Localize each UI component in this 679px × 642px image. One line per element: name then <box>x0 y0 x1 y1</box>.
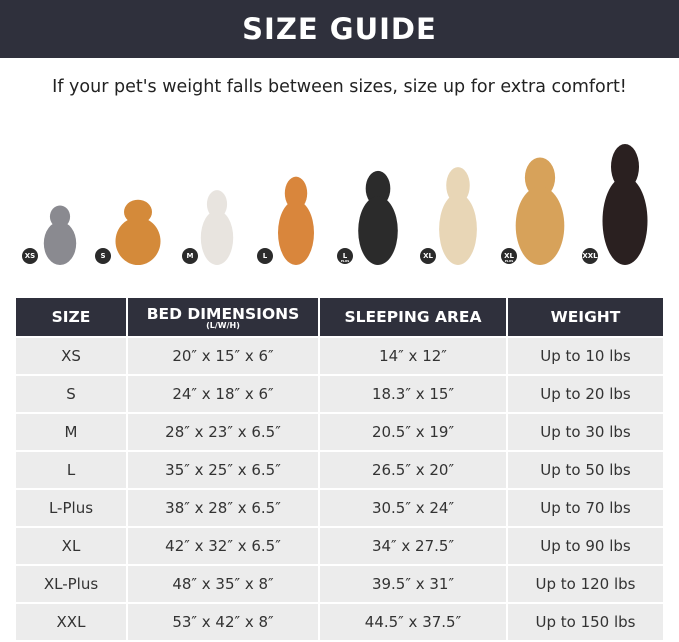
header-weight: WEIGHT <box>506 298 665 338</box>
pet-image <box>513 153 567 265</box>
table-row: S 24″ x 18″ x 6″ 18.3″ x 15″ Up to 20 lbs <box>14 374 665 414</box>
cell-bed-dimensions: 53″ x 42″ x 8″ <box>126 602 320 642</box>
pet-size-illustrations: XS S M L L PLUS XL XL PLUS XXL <box>0 135 679 270</box>
cell-sleeping-area: 30.5″ x 24″ <box>318 488 508 528</box>
size-badge: M <box>182 248 198 264</box>
cell-size: XS <box>14 336 128 376</box>
pet-image <box>356 167 400 265</box>
badge-sublabel: PLUS <box>504 259 514 263</box>
cell-weight: Up to 30 lbs <box>506 412 665 452</box>
size-badge: S <box>95 248 111 264</box>
cell-bed-dimensions: 38″ x 28″ x 6.5″ <box>126 488 320 528</box>
cell-sleeping-area: 20.5″ x 19″ <box>318 412 508 452</box>
table-row: XS 20″ x 15″ x 6″ 14″ x 12″ Up to 10 lbs <box>14 336 665 376</box>
cell-bed-dimensions: 24″ x 18″ x 6″ <box>126 374 320 414</box>
table-row: L 35″ x 25″ x 6.5″ 26.5″ x 20″ Up to 50 lbs <box>14 450 665 490</box>
badge-label: L <box>262 252 268 260</box>
table-row: XL-Plus 48″ x 35″ x 8″ 39.5″ x 31″ Up to 12… <box>14 564 665 604</box>
header-label: BED DIMENSIONS <box>146 304 300 323</box>
cell-weight: Up to 50 lbs <box>506 450 665 490</box>
size-badge: L PLUS <box>337 248 353 264</box>
header-label: SLEEPING AREA <box>344 308 482 326</box>
cell-bed-dimensions: 48″ x 35″ x 8″ <box>126 564 320 604</box>
badge-label: XS <box>24 252 36 260</box>
size-badge: L <box>257 248 273 264</box>
pet-image <box>113 197 163 265</box>
cell-bed-dimensions: 42″ x 32″ x 6.5″ <box>126 526 320 566</box>
badge-label: XL <box>423 252 433 260</box>
badge-label: L <box>342 252 348 260</box>
cell-weight: Up to 20 lbs <box>506 374 665 414</box>
size-badge: XXL <box>582 248 598 264</box>
cell-sleeping-area: 39.5″ x 31″ <box>318 564 508 604</box>
cell-weight: Up to 70 lbs <box>506 488 665 528</box>
cell-sleeping-area: 18.3″ x 15″ <box>318 374 508 414</box>
cell-bed-dimensions: 28″ x 23″ x 6.5″ <box>126 412 320 452</box>
pet-image <box>42 203 78 265</box>
pet-image <box>437 163 479 265</box>
size-badge: XL PLUS <box>501 248 517 264</box>
cell-sleeping-area: 34″ x 27.5″ <box>318 526 508 566</box>
header-label: WEIGHT <box>550 308 621 326</box>
cell-size: L-Plus <box>14 488 128 528</box>
cell-weight: Up to 10 lbs <box>506 336 665 376</box>
cell-weight: Up to 90 lbs <box>506 526 665 566</box>
badge-label: S <box>100 252 106 260</box>
header-size: SIZE <box>14 298 128 338</box>
size-table: SIZE BED DIMENSIONS (L/W/H) SLEEPING AREA… <box>14 298 665 642</box>
cell-sleeping-area: 14″ x 12″ <box>318 336 508 376</box>
header-unit: (L/W/H) <box>206 320 240 330</box>
cell-size: XL <box>14 526 128 566</box>
cell-size: S <box>14 374 128 414</box>
badge-label: XL <box>504 252 514 260</box>
header-bed-dimensions: BED DIMENSIONS (L/W/H) <box>126 298 320 338</box>
cell-bed-dimensions: 35″ x 25″ x 6.5″ <box>126 450 320 490</box>
table-header-row: SIZE BED DIMENSIONS (L/W/H) SLEEPING AREA… <box>14 298 665 338</box>
pet-image <box>199 187 235 265</box>
size-badge: XL <box>420 248 436 264</box>
cell-bed-dimensions: 20″ x 15″ x 6″ <box>126 336 320 376</box>
subtitle: If your pet's weight falls between sizes… <box>52 77 627 97</box>
header-label: SIZE <box>51 308 91 326</box>
pet-image <box>600 139 650 265</box>
badge-label: XXL <box>582 252 598 260</box>
table-row: XXL 53″ x 42″ x 8″ 44.5″ x 37.5″ Up to 150 … <box>14 602 665 642</box>
table-row: XL 42″ x 32″ x 6.5″ 34″ x 27.5″ Up to 90 lb… <box>14 526 665 566</box>
badge-label: M <box>186 252 194 260</box>
cell-weight: Up to 120 lbs <box>506 564 665 604</box>
cell-size: L <box>14 450 128 490</box>
size-badge: XS <box>22 248 38 264</box>
pet-image <box>276 173 316 265</box>
cell-size: XXL <box>14 602 128 642</box>
cell-size: M <box>14 412 128 452</box>
badge-sublabel: PLUS <box>340 259 350 263</box>
header-sleeping-area: SLEEPING AREA <box>318 298 508 338</box>
table-row: L-Plus 38″ x 28″ x 6.5″ 30.5″ x 24″ Up to 7… <box>14 488 665 528</box>
cell-weight: Up to 150 lbs <box>506 602 665 642</box>
cell-sleeping-area: 26.5″ x 20″ <box>318 450 508 490</box>
cell-sleeping-area: 44.5″ x 37.5″ <box>318 602 508 642</box>
page-title: SIZE GUIDE <box>0 0 679 58</box>
table-row: M 28″ x 23″ x 6.5″ 20.5″ x 19″ Up to 30 lbs <box>14 412 665 452</box>
cell-size: XL-Plus <box>14 564 128 604</box>
